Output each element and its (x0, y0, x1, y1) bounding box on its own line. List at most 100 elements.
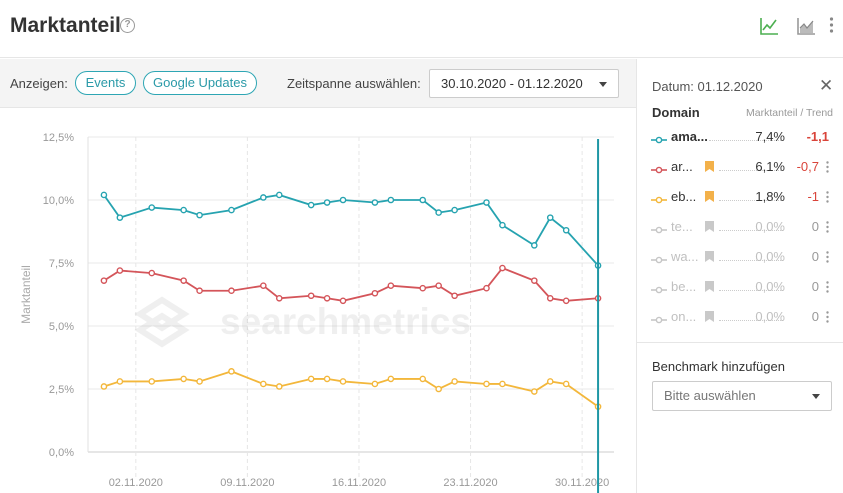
events-button[interactable]: Events (75, 71, 136, 95)
data-point (435, 282, 442, 289)
x-tick-label: 09.11.2020 (220, 477, 274, 489)
x-tick-label: 16.11.2020 (332, 477, 386, 489)
data-point (196, 287, 203, 295)
data-point (307, 292, 315, 300)
data-point (499, 221, 506, 229)
bookmark-icon[interactable] (705, 251, 714, 262)
domain-row[interactable]: wa... 0,0% 0 (637, 249, 843, 279)
series-line (103, 266, 599, 302)
data-point (323, 375, 331, 383)
data-point (100, 191, 108, 199)
leader-dots (719, 200, 783, 201)
data-point (323, 294, 331, 302)
kebab-menu-icon[interactable] (829, 17, 834, 33)
bookmark-icon[interactable] (705, 191, 714, 202)
series-line (103, 194, 599, 267)
data-point (196, 378, 203, 385)
data-point (339, 297, 347, 305)
domain-row[interactable]: on... 0,0% 0 (637, 309, 843, 339)
domain-row[interactable]: eb... 1,8% -1 (637, 189, 843, 219)
trend-value: 0 (811, 279, 819, 294)
y-tick-label: 10,0% (43, 195, 74, 207)
data-point (180, 206, 187, 214)
data-point (275, 191, 283, 199)
market-share-value: 0,0% (755, 249, 785, 264)
y-tick-label: 5,0% (49, 321, 74, 333)
data-point (260, 380, 267, 388)
data-point (275, 294, 283, 302)
data-point (307, 201, 315, 209)
timespan-select[interactable]: 30.10.2020 - 01.12.2020 (429, 69, 619, 98)
benchmark-select[interactable]: Bitte auswählen (652, 381, 832, 411)
area-chart-icon[interactable] (796, 16, 816, 36)
data-point (562, 380, 570, 388)
y-tick-label: 7,5% (49, 258, 74, 270)
bookmark-icon[interactable] (705, 281, 714, 292)
data-point (546, 214, 554, 221)
google-updates-button[interactable]: Google Updates (143, 71, 257, 95)
series-marker-icon (651, 166, 667, 174)
data-point (323, 199, 331, 206)
data-point (228, 368, 235, 375)
data-point (499, 264, 506, 272)
trend-value: -1,1 (806, 129, 829, 144)
series-marker-icon (651, 136, 667, 144)
data-point (228, 287, 235, 295)
bookmark-icon[interactable] (705, 221, 714, 232)
data-point (148, 378, 156, 385)
data-point (387, 282, 395, 289)
data-point (275, 383, 283, 390)
data-point (531, 388, 538, 395)
series-marker-icon (651, 196, 667, 204)
data-point (228, 206, 235, 214)
kebab-menu-icon[interactable] (826, 311, 829, 323)
close-icon[interactable]: ✕ (819, 76, 834, 95)
market-share-value: 1,8% (755, 189, 785, 204)
data-point (483, 284, 490, 292)
line-chart-icon[interactable] (759, 16, 779, 36)
benchmark-placeholder: Bitte auswählen (664, 388, 756, 403)
domain-row[interactable]: ar... 6,1% -0,7 (637, 159, 843, 189)
domain-row[interactable]: be... 0,0% 0 (637, 279, 843, 309)
kebab-menu-icon[interactable] (826, 251, 829, 263)
x-tick-label: 23.11.2020 (443, 477, 497, 489)
kebab-menu-icon[interactable] (826, 281, 829, 293)
data-point (435, 209, 442, 216)
trend-column-header: Marktanteil / Trend (746, 107, 833, 119)
market-share-value: 6,1% (755, 159, 785, 174)
data-point (180, 277, 187, 284)
data-point (387, 375, 395, 383)
bookmark-icon[interactable] (705, 311, 714, 322)
data-point (307, 375, 315, 383)
data-point (546, 294, 554, 302)
help-icon[interactable]: ? (120, 18, 135, 33)
kebab-menu-icon[interactable] (826, 191, 829, 203)
data-point (419, 284, 427, 292)
domain-row[interactable]: ama... 7,4% -1,1 (637, 129, 843, 159)
bookmark-icon[interactable] (705, 161, 714, 172)
data-point (562, 226, 570, 234)
trend-value: -0,7 (796, 159, 819, 174)
data-point (339, 378, 347, 385)
leader-dots (719, 320, 783, 321)
data-point (451, 378, 458, 385)
trend-value: -1 (807, 189, 819, 204)
kebab-menu-icon[interactable] (826, 161, 829, 173)
domain-name: te... (671, 219, 693, 234)
series-marker-icon (651, 286, 667, 294)
market-share-chart: searchmetrics 0,0% 2,5% 5,0% 7,5% 10,0% 12,5%… (19, 132, 614, 493)
domain-name: wa... (671, 249, 699, 264)
data-point (371, 199, 379, 206)
domain-row[interactable]: te... 0,0% 0 (637, 219, 843, 249)
data-point (100, 383, 108, 390)
page-title: Marktanteil (10, 14, 121, 37)
data-point (148, 269, 156, 277)
panel-divider (636, 59, 637, 493)
data-point (100, 277, 108, 284)
kebab-menu-icon[interactable] (826, 221, 829, 233)
domain-name: ar... (671, 159, 693, 174)
data-point (387, 196, 395, 204)
data-point (339, 196, 347, 204)
data-point (180, 375, 187, 383)
x-tick-label: 30.11.2020 (555, 477, 609, 489)
